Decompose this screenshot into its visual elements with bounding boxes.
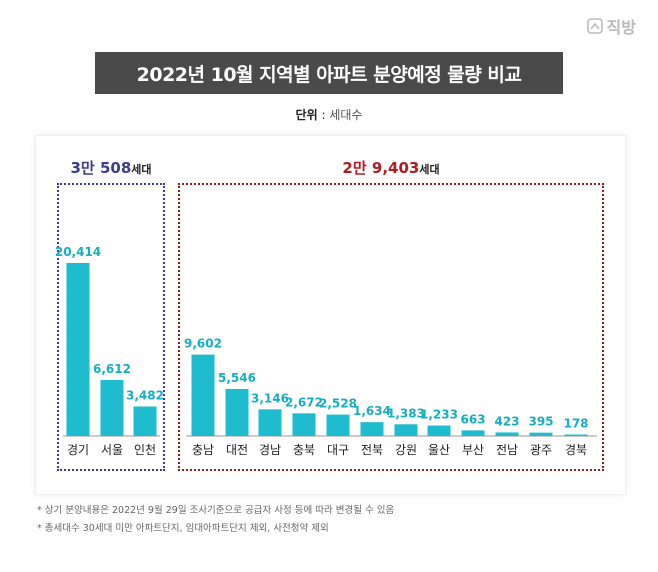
other-group-box xyxy=(178,183,604,471)
brand-logo: 직방 xyxy=(586,14,636,38)
chart-title: 2022년 10월 지역별 아파트 분양예정 물량 비교 xyxy=(95,52,563,94)
bar-광주 xyxy=(529,432,553,436)
category-label-전북: 전북 xyxy=(361,443,383,457)
value-label-인천: 3,482 xyxy=(126,388,164,402)
capital-group-total: 3만 508세대 xyxy=(57,157,165,178)
value-label-충남: 9,602 xyxy=(184,337,222,351)
unit-value: 세대수 xyxy=(329,108,363,122)
category-label-강원: 강원 xyxy=(395,443,417,457)
category-label-울산: 울산 xyxy=(428,443,450,457)
value-label-광주: 395 xyxy=(528,415,553,429)
category-label-대구: 대구 xyxy=(327,443,349,457)
bar-인천 xyxy=(133,406,157,436)
value-label-충북: 2,672 xyxy=(285,395,323,409)
category-label-충남: 충남 xyxy=(192,443,214,457)
bar-서울 xyxy=(100,379,124,436)
capital-total-value: 3만 508 xyxy=(70,159,132,177)
bar-경북 xyxy=(564,434,588,436)
capital-total-suffix: 세대 xyxy=(131,163,152,176)
footnote-1: * 상기 분양내용은 2022년 9월 29일 조사기준으로 공급자 사정 등에… xyxy=(37,505,395,516)
bar-경기 xyxy=(66,263,90,436)
footnote-2: * 총세대수 30세대 미만 아파트단지, 임대아파트단지 제외, 사전청약 제… xyxy=(37,523,329,534)
other-total-value: 2만 9,403 xyxy=(342,159,420,177)
category-label-부산: 부산 xyxy=(462,443,484,457)
bar-강원 xyxy=(394,424,418,436)
bar-충북 xyxy=(292,413,316,436)
category-label-전남: 전남 xyxy=(496,443,518,457)
bar-울산 xyxy=(427,425,451,436)
value-label-대구: 2,528 xyxy=(319,397,357,411)
house-logo-icon xyxy=(586,18,603,34)
category-label-인천: 인천 xyxy=(134,442,156,457)
capital-group-box xyxy=(57,183,165,471)
brand-name: 직방 xyxy=(606,18,636,37)
value-label-서울: 6,612 xyxy=(93,362,131,376)
other-total-suffix: 세대 xyxy=(419,163,440,176)
value-label-전남: 423 xyxy=(494,414,519,428)
bar-대전 xyxy=(225,389,249,436)
value-label-울산: 1,233 xyxy=(420,408,458,422)
bar-충남 xyxy=(191,354,215,436)
unit-label: 단위 xyxy=(295,108,318,122)
category-label-충북: 충북 xyxy=(293,443,315,457)
value-label-대전: 5,546 xyxy=(218,371,256,385)
category-label-대전: 대전 xyxy=(226,443,248,457)
category-label-경기: 경기 xyxy=(67,443,89,457)
value-label-전북: 1,634 xyxy=(353,404,391,418)
category-label-경북: 경북 xyxy=(565,443,587,457)
footnotes: * 상기 분양내용은 2022년 9월 29일 조사기준으로 공급자 사정 등에… xyxy=(37,502,394,538)
bar-대구 xyxy=(326,414,350,436)
unit-separator: : xyxy=(317,108,330,122)
value-label-경북: 178 xyxy=(563,416,588,430)
value-label-경남: 3,146 xyxy=(251,391,289,405)
bar-전남 xyxy=(495,432,519,436)
category-label-서울: 서울 xyxy=(101,443,123,457)
value-label-경기: 20,414 xyxy=(55,245,101,259)
category-label-경남: 경남 xyxy=(259,443,281,457)
unit-caption: 단위 : 세대수 xyxy=(0,106,658,123)
bar-전북 xyxy=(360,422,384,436)
other-group-total: 2만 9,403세대 xyxy=(178,157,604,178)
value-label-부산: 663 xyxy=(460,412,485,426)
bar-경남 xyxy=(258,409,282,436)
category-label-광주: 광주 xyxy=(530,443,552,457)
bar-부산 xyxy=(461,430,485,436)
value-label-강원: 1,383 xyxy=(387,406,425,420)
